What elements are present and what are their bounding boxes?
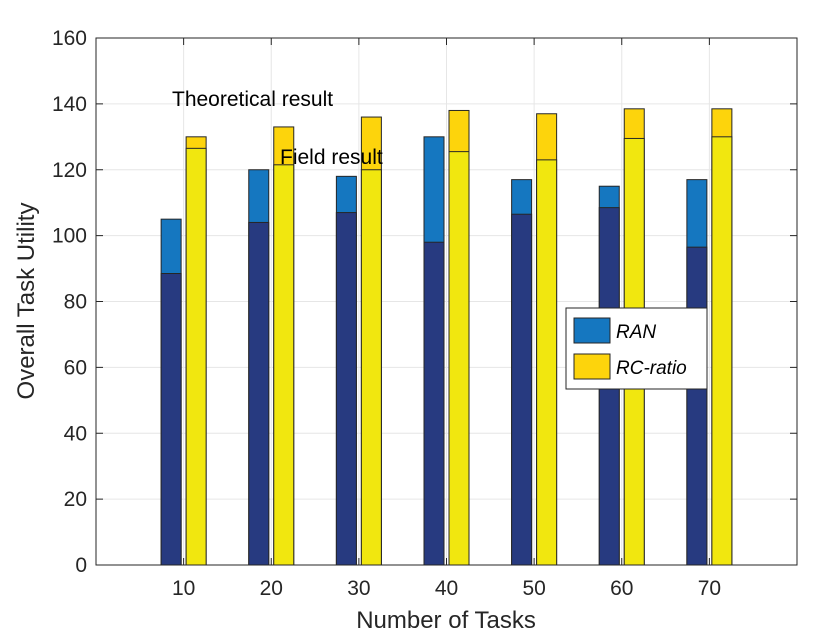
bar-rc-ratio-field — [273, 164, 295, 566]
bar-ran-field — [248, 221, 270, 566]
legend-label-ran: RAN — [616, 322, 656, 343]
bar-rc-ratio-field — [185, 147, 207, 566]
x-tick-label: 40 — [435, 577, 458, 600]
bar-rc-ratio-field — [360, 169, 382, 566]
y-tick-label: 100 — [52, 225, 87, 248]
bar-rc-ratio-field — [711, 136, 733, 566]
gridlines — [96, 38, 797, 565]
x-tick-label: 30 — [347, 577, 370, 600]
y-axis-ticks: 0 20 40 60 80 100 120 140 160 — [52, 27, 797, 577]
x-tick-label: 60 — [610, 577, 633, 600]
annotation-field: Field result — [280, 146, 383, 169]
bar-ran-field — [423, 241, 445, 566]
y-axis-title: Overall Task Utility — [13, 203, 40, 400]
x-axis-title: Number of Tasks — [356, 607, 536, 634]
x-tick-label: 50 — [522, 577, 545, 600]
y-tick-label: 20 — [64, 488, 87, 511]
x-tick-label: 10 — [172, 577, 195, 600]
y-tick-label: 60 — [64, 356, 87, 379]
y-tick-label: 0 — [75, 554, 87, 577]
legend: RAN RC-ratio — [565, 307, 708, 390]
x-tick-label: 70 — [698, 577, 721, 600]
legend-swatch-rc-ratio — [573, 353, 611, 380]
bar-ran-field — [335, 212, 357, 566]
x-tick-label: 20 — [260, 577, 283, 600]
legend-swatch-ran — [573, 317, 611, 344]
legend-label-rc-ratio: RC-ratio — [616, 358, 687, 379]
y-tick-label: 120 — [52, 159, 87, 182]
y-tick-label: 160 — [52, 27, 87, 50]
bar-ran-field — [686, 246, 708, 566]
y-tick-label: 40 — [64, 422, 87, 445]
annotation-theoretical: Theoretical result — [172, 88, 333, 111]
bar-ran-field — [160, 273, 182, 566]
bar-ran-field — [511, 213, 533, 566]
bar-rc-ratio-field — [448, 151, 470, 566]
y-tick-label: 140 — [52, 93, 87, 116]
x-axis-ticks: 10 20 30 40 50 60 70 — [172, 38, 721, 600]
y-tick-label: 80 — [64, 291, 87, 314]
bar-rc-ratio-field — [536, 159, 558, 566]
